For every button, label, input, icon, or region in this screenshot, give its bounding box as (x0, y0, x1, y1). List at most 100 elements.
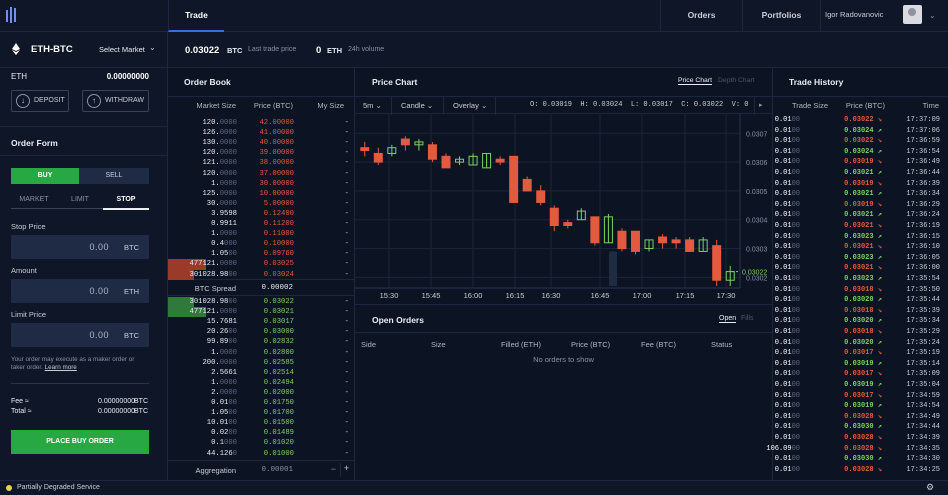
ask-row[interactable]: 125.0000 10.00000 - (168, 189, 355, 199)
bid-row[interactable]: 1.0000 0.02800 - (168, 348, 355, 358)
bid-row[interactable]: 20.2600 0.03000 - (168, 327, 355, 337)
bid-row[interactable]: 477121.0000 0.03021 - (168, 307, 355, 318)
my-size: - (344, 308, 349, 317)
bid-row[interactable]: 0.0200 0.01489 - (168, 428, 355, 438)
place-buy-order-button[interactable]: PLACE BUY ORDER (11, 430, 149, 454)
deposit-button[interactable]: ↓ DEPOSIT (11, 90, 69, 112)
gear-icon[interactable]: ⚙ (926, 482, 935, 492)
bid-row[interactable]: 0.1000 0.01020 - (168, 438, 355, 448)
tab-trade[interactable]: Trade (168, 0, 224, 32)
aggregation-increase-button[interactable]: + (340, 463, 352, 477)
logo-icon[interactable] (6, 7, 20, 23)
ask-row[interactable]: 130.0000 40.00000 - (168, 138, 355, 148)
bid-row[interactable]: 0.0100 0.01750 - (168, 398, 355, 408)
ask-row[interactable]: 120.0000 37.00000 - (168, 169, 355, 179)
order-size: 1.0500 (211, 409, 237, 418)
order-price: 0.02000 (263, 388, 294, 397)
candle (522, 178, 532, 192)
limit-price-input[interactable]: 0.00 BTC (11, 323, 149, 347)
sell-tab[interactable]: SELL (79, 168, 149, 184)
aggregation-decrease-button[interactable]: − (330, 464, 336, 474)
order-price: 42.00000 (259, 119, 294, 127)
trade-row: 0.0100 0.03023 ↗ 17:35:54 (773, 274, 948, 285)
withdraw-button[interactable]: ↑ WITHDRAW (82, 90, 149, 112)
trade-time: 17:35:39 (906, 306, 940, 315)
stop-price-unit: BTC (124, 243, 139, 252)
learn-more-link[interactable]: Learn more (44, 363, 77, 371)
arrow-down-icon: ↘ (877, 285, 882, 294)
ask-row[interactable]: 3.9598 0.12400 - (168, 209, 355, 219)
overlay-select[interactable]: Overlay ⌄ (453, 101, 487, 110)
bid-row[interactable]: 1.0000 0.02494 - (168, 378, 355, 388)
bid-row[interactable]: 2.5661 0.02514 - (168, 368, 355, 378)
ask-row[interactable]: 477121.0000 0.03025 - (168, 259, 355, 270)
order-price: 0.01489 (263, 429, 294, 438)
order-size: 10.0100 (206, 419, 237, 428)
chart-style-select[interactable]: Candle ⌄ (401, 101, 433, 110)
candlestick-plot[interactable]: 0.03070.03060.03050.03040.03030.0302515:… (355, 114, 773, 304)
ask-row[interactable]: 30.0000 5.00000 - (168, 199, 355, 209)
current-price-label: 0.03022 (742, 270, 767, 277)
trade-size: 0.0100 (774, 126, 800, 135)
tab-market[interactable]: MARKET (11, 192, 57, 209)
arrow-down-icon: ↘ (877, 391, 882, 400)
ask-row[interactable]: 121.0000 38.00000 - (168, 158, 355, 168)
ask-row[interactable]: 126.0000 41.00000 - (168, 128, 355, 138)
trade-size: 0.0100 (774, 317, 800, 326)
market-selector[interactable]: ETH-BTC Select Market ⌄ (0, 32, 168, 68)
stop-price-input[interactable]: 0.00 BTC (11, 235, 149, 259)
trade-row: 0.0100 0.03019 ↘ 17:36:39 (773, 179, 948, 190)
trade-size: 0.0100 (774, 423, 800, 432)
my-size: - (344, 209, 349, 218)
ask-row[interactable]: 120.0000 42.00000 - (168, 118, 355, 128)
tab-depth-chart[interactable]: Depth Chart (718, 77, 755, 84)
my-size: - (344, 199, 349, 208)
spread-value: 0.00002 (261, 284, 293, 292)
tab-price-chart[interactable]: Price Chart (678, 77, 712, 85)
bid-row[interactable]: 1.0500 0.01700 - (168, 408, 355, 418)
status-bar: Partially Degraded Service ⚙ (0, 480, 948, 495)
tab-stop[interactable]: STOP (103, 192, 149, 210)
ask-row[interactable]: 120.0000 39.00000 - (168, 148, 355, 158)
bid-row[interactable]: 2.0000 0.02000 - (168, 388, 355, 398)
arrow-down-icon: ↘ (877, 465, 882, 474)
tab-orders[interactable]: Orders (660, 0, 742, 32)
trade-history: Trade History Trade Size Price (BTC) Tim… (766, 68, 948, 480)
ask-row[interactable]: 301028.9800 0.03024 - (168, 269, 355, 280)
tab-open[interactable]: Open (719, 315, 737, 323)
arrow-up-icon: ↗ (877, 317, 882, 326)
bid-row[interactable]: 44.1260 0.01000 - (168, 449, 355, 459)
bid-row[interactable]: 301028.9800 0.03022 - (168, 297, 355, 308)
bid-row[interactable]: 15.7681 0.03017 - (168, 317, 355, 327)
amount-input[interactable]: 0.00 ETH (11, 279, 149, 303)
play-icon[interactable]: ▸ (759, 102, 763, 109)
order-price: 0.01000 (263, 449, 294, 458)
order-size: 301028.9800 (189, 270, 237, 279)
divider (168, 96, 354, 97)
ask-row[interactable]: 1.0500 0.09760 - (168, 249, 355, 259)
order-size: 1.0000 (211, 179, 237, 188)
tab-portfolios[interactable]: Portfolios (742, 0, 820, 32)
ask-row[interactable]: 1.0000 0.11000 - (168, 229, 355, 239)
trade-time: 17:34:25 (906, 465, 940, 474)
bid-row[interactable]: 10.0100 0.01500 - (168, 418, 355, 428)
trade-size: 0.0100 (774, 275, 800, 283)
tab-limit[interactable]: LIMIT (57, 192, 103, 209)
amount-value: 0.00 (89, 286, 109, 296)
bid-row[interactable]: 200.0000 0.02585 - (168, 358, 355, 368)
chevron-down-icon: ⌄ (929, 11, 936, 20)
buy-tab[interactable]: BUY (11, 168, 79, 184)
trade-row: 0.0100 0.03024 ↗ 17:37:06 (773, 126, 948, 137)
user-menu[interactable]: Igor Radovanovic ⌄ (820, 0, 948, 32)
ask-row[interactable]: 0.9911 0.11200 - (168, 219, 355, 229)
arrow-down-icon: ↘ (877, 222, 882, 230)
ask-row[interactable]: 0.4000 0.10000 - (168, 239, 355, 249)
ask-row[interactable]: 1.0000 30.00000 - (168, 179, 355, 189)
arrow-down-icon: ↘ (877, 264, 882, 273)
trade-row: 0.0100 0.03030 ↗ 17:34:44 (773, 422, 948, 433)
bid-row[interactable]: 99.8900 0.02832 - (168, 337, 355, 347)
tab-fills[interactable]: Fills (741, 315, 754, 322)
trade-price: 0.03019 ↘ (844, 158, 882, 167)
interval-select[interactable]: 5m ⌄ (363, 101, 382, 110)
my-size: - (344, 169, 349, 178)
